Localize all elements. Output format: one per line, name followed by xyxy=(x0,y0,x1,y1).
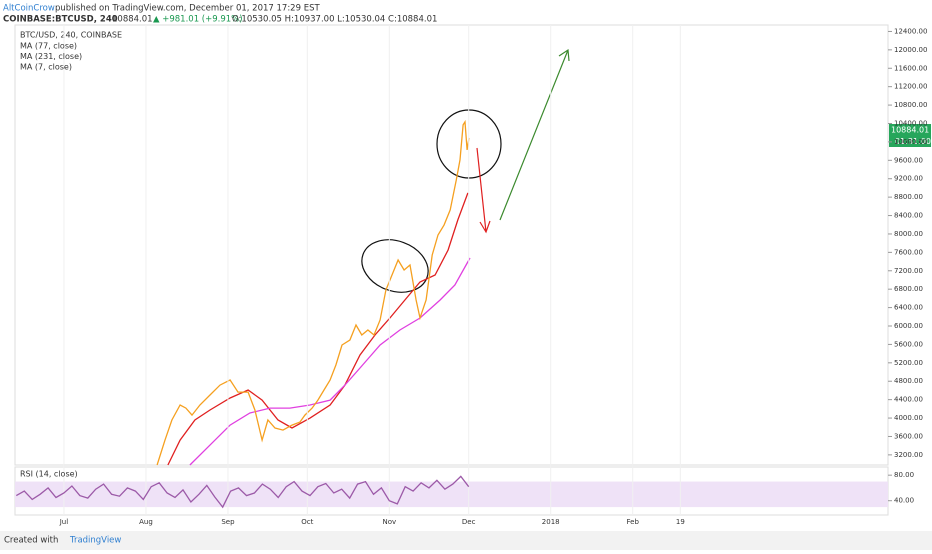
x-tick-label: Nov xyxy=(382,518,396,526)
series-line xyxy=(167,192,469,466)
ohlc: O:10530.05 H:10937.00 L:10530.04 C:10884… xyxy=(232,15,437,25)
y-tick-label: 9600.00 xyxy=(894,156,923,164)
x-tick-label: Sep xyxy=(221,518,235,526)
series-line xyxy=(189,257,471,466)
author[interactable]: AltCoinCrow xyxy=(3,4,55,14)
x-tick-label: 2018 xyxy=(542,518,560,526)
series-line xyxy=(15,475,470,509)
last-price: 10884.01 xyxy=(891,126,929,135)
y-tick-label: 11200.00 xyxy=(894,83,927,91)
legend-entry: MA (7, close) xyxy=(20,63,72,72)
pane-title: RSI (14, close) xyxy=(20,470,78,479)
legend-title: BTC/USD, 240, COINBASE xyxy=(20,31,122,40)
y-tick-label: 10400.00 xyxy=(894,119,927,127)
countdown-tag xyxy=(889,136,931,147)
series-line xyxy=(156,119,470,466)
x-tick-label: Oct xyxy=(301,518,313,526)
x-tick-label: Aug xyxy=(139,518,153,526)
y-tick-label: 6800.00 xyxy=(894,285,923,293)
y-tick-label: 80.00 xyxy=(894,471,914,479)
x-tick-label: Feb xyxy=(627,518,640,526)
y-tick-label: 7200.00 xyxy=(894,267,923,275)
y-tick-label: 10000.00 xyxy=(894,138,927,146)
y-tick-label: 4000.00 xyxy=(894,414,923,422)
y-tick-label: 12000.00 xyxy=(894,46,927,54)
x-tick-label: Jul xyxy=(59,518,69,526)
x-tick-label: Dec xyxy=(462,518,476,526)
y-tick-label: 3200.00 xyxy=(894,451,923,459)
y-tick-label: 4800.00 xyxy=(894,377,923,385)
y-tick-label: 8000.00 xyxy=(894,230,923,238)
y-tick-label: 5200.00 xyxy=(894,359,923,367)
legend-entry: MA (231, close) xyxy=(20,52,82,61)
symbol: COINBASE:BTCUSD, 240 xyxy=(3,15,118,25)
legend-entry: MA (77, close) xyxy=(20,42,77,51)
x-tick-label: 19 xyxy=(676,518,685,526)
down-arrow xyxy=(476,147,491,234)
y-tick-label: 4400.00 xyxy=(894,396,923,404)
y-tick-label: 12400.00 xyxy=(894,27,927,35)
y-tick-label: 6000.00 xyxy=(894,322,923,330)
published: published on TradingView.com, December 0… xyxy=(55,4,320,14)
up-arrow xyxy=(499,48,570,221)
y-tick-label: 3600.00 xyxy=(894,432,923,440)
y-tick-label: 9200.00 xyxy=(894,175,923,183)
y-tick-label: 6400.00 xyxy=(894,304,923,312)
y-tick-label: 7600.00 xyxy=(894,248,923,256)
change: ▲ +981.01 (+9.91%) xyxy=(153,15,243,25)
main-pane xyxy=(14,24,889,466)
price-tag xyxy=(889,124,931,136)
y-tick-label: 8400.00 xyxy=(894,212,923,220)
y-tick-label: 10800.00 xyxy=(894,101,927,109)
footer-prefix: Created with xyxy=(4,536,58,546)
y-tick-label: 5600.00 xyxy=(894,340,923,348)
y-tick-label: 40.00 xyxy=(894,497,914,505)
rsi-band xyxy=(15,481,888,508)
footer-brand[interactable]: TradingView xyxy=(69,536,121,546)
footer xyxy=(0,531,932,550)
y-tick-label: 8800.00 xyxy=(894,193,923,201)
price: 10884.01 xyxy=(112,15,153,25)
y-tick-label: 11600.00 xyxy=(894,64,927,72)
countdown: 01:31:00 xyxy=(895,137,931,146)
